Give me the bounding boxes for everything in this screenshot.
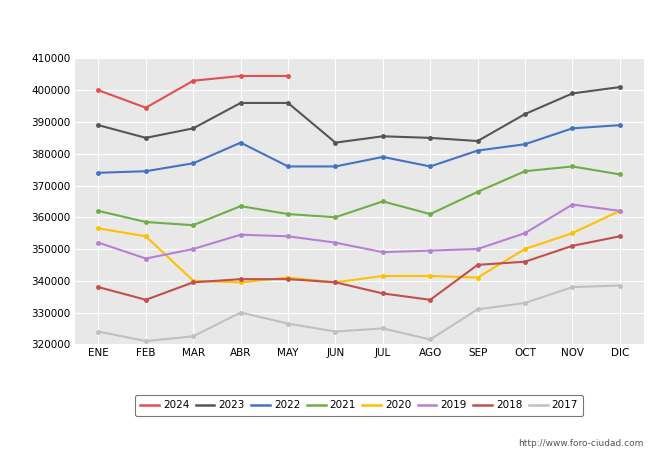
Text: Afiliados en Sevilla a 31/5/2024: Afiliados en Sevilla a 31/5/2024 (183, 18, 467, 36)
Text: http://www.foro-ciudad.com: http://www.foro-ciudad.com (518, 439, 644, 448)
Legend: 2024, 2023, 2022, 2021, 2020, 2019, 2018, 2017: 2024, 2023, 2022, 2021, 2020, 2019, 2018… (135, 395, 583, 416)
